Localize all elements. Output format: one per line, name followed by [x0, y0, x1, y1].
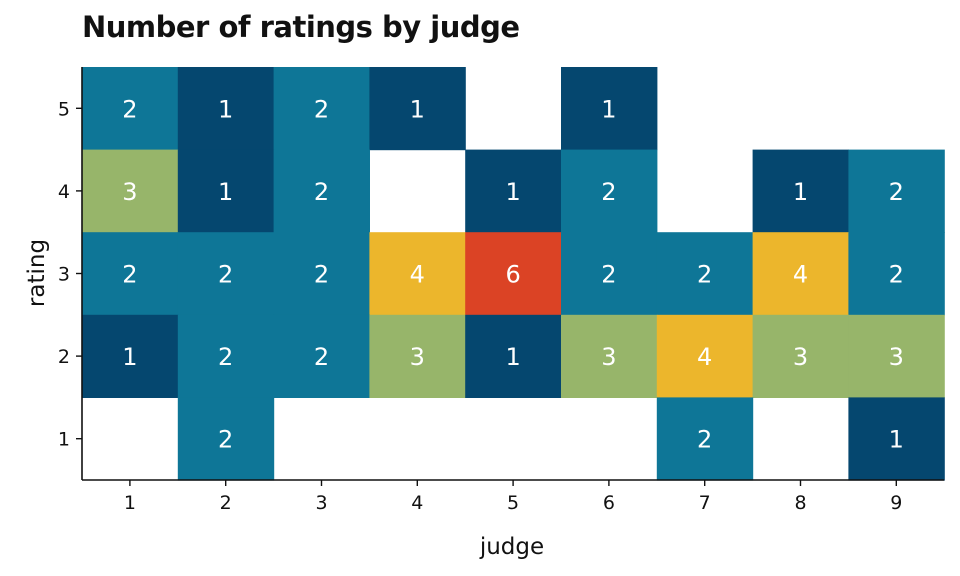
y-tick-label: 1 — [58, 429, 70, 451]
cell-value-label: 3 — [410, 343, 425, 371]
y-tick-label: 5 — [58, 98, 70, 120]
x-tick-label: 7 — [699, 492, 711, 514]
cell-value-label: 1 — [122, 343, 137, 371]
cell-value-label: 1 — [410, 95, 425, 123]
cell-value-label: 4 — [697, 343, 712, 371]
y-tick-label: 4 — [58, 181, 70, 203]
heatmap-cell — [656, 314, 754, 398]
cell-value-label: 3 — [601, 343, 616, 371]
heatmap-cell — [177, 67, 275, 151]
cell-value-label: 4 — [410, 261, 425, 289]
cell-value-label: 3 — [793, 343, 808, 371]
heatmap-cell — [561, 67, 658, 151]
cell-value-label: 1 — [601, 95, 616, 123]
heatmap-cell — [848, 397, 945, 481]
cells-layer: 2 1 2 1 1 3 1 2 1 2 1 2 2 2 2 4 6 2 2 4 2 1 2 2 3 1 3 4 3 3 2 2 1 — [82, 67, 945, 481]
cell-value-label: 2 — [889, 261, 904, 289]
cell-value-label: 2 — [889, 178, 904, 206]
heatmap-cell — [82, 314, 179, 398]
heatmap-cell — [177, 397, 275, 481]
x-tick-label: 3 — [315, 492, 327, 514]
cell-value-label: 2 — [122, 95, 137, 123]
cell-value-label: 6 — [505, 261, 520, 289]
heatmap-cell — [369, 67, 466, 151]
chart-title: Number of ratings by judge — [82, 10, 520, 44]
cell-value-label: 2 — [122, 261, 137, 289]
heatmap-cell — [82, 67, 179, 151]
y-axis-label: rating — [24, 239, 50, 307]
heatmap-cell — [752, 149, 849, 233]
heatmap-cell — [752, 232, 849, 316]
x-tick-label: 9 — [890, 492, 902, 514]
heatmap-cell — [369, 232, 466, 316]
cell-value-label: 2 — [218, 261, 233, 289]
cell-value-label: 1 — [505, 343, 520, 371]
heatmap-cell — [82, 232, 179, 316]
y-tick-label: 3 — [58, 264, 70, 286]
cell-value-label: 2 — [314, 343, 329, 371]
cell-value-label: 1 — [218, 178, 233, 206]
heatmap-cell — [848, 232, 945, 316]
heatmap-cell — [561, 232, 658, 316]
cell-value-label: 1 — [889, 426, 904, 454]
heatmap-cell — [656, 397, 754, 481]
heatmap-cell — [465, 149, 562, 233]
cell-value-label: 1 — [505, 178, 520, 206]
y-tick-label: 2 — [58, 346, 70, 368]
heatmap-cell — [561, 314, 658, 398]
cell-value-label: 1 — [793, 178, 808, 206]
heatmap-cell — [177, 314, 275, 398]
cell-value-label: 2 — [601, 261, 616, 289]
cell-value-label: 2 — [697, 261, 712, 289]
heatmap-cell — [465, 232, 562, 316]
cell-value-label: 4 — [793, 261, 808, 289]
heatmap-cell — [273, 149, 370, 233]
heatmap-cell — [561, 149, 658, 233]
heatmap-cell — [848, 314, 945, 398]
heatmap-cell — [752, 314, 849, 398]
cell-value-label: 2 — [314, 95, 329, 123]
axes-layer: 1 2 3 4 5 6 7 8 9 1 2 3 4 5 — [58, 67, 945, 514]
cell-value-label: 2 — [697, 426, 712, 454]
cell-value-label: 2 — [218, 426, 233, 454]
heatmap-cell — [465, 314, 562, 398]
x-tick-label: 1 — [124, 492, 136, 514]
heatmap-cell — [369, 314, 466, 398]
heatmap-cell — [177, 149, 275, 233]
x-tick-label: 2 — [220, 492, 232, 514]
heatmap-cell — [656, 232, 754, 316]
heatmap-cell — [273, 67, 370, 151]
x-axis-label: judge — [479, 534, 544, 560]
x-tick-label: 8 — [794, 492, 806, 514]
heatmap-cell — [273, 314, 370, 398]
heatmap-cell — [177, 232, 275, 316]
x-tick-label: 6 — [603, 492, 615, 514]
cell-value-label: 2 — [314, 178, 329, 206]
cell-value-label: 1 — [218, 95, 233, 123]
heatmap-cell — [273, 232, 370, 316]
cell-value-label: 2 — [601, 178, 616, 206]
cell-value-label: 2 — [218, 343, 233, 371]
heatmap-cell — [82, 149, 179, 233]
x-tick-label: 4 — [411, 492, 423, 514]
cell-value-label: 2 — [314, 261, 329, 289]
x-tick-label: 5 — [507, 492, 519, 514]
cell-value-label: 3 — [889, 343, 904, 371]
cell-value-label: 3 — [122, 178, 137, 206]
heatmap-cell — [848, 149, 945, 233]
